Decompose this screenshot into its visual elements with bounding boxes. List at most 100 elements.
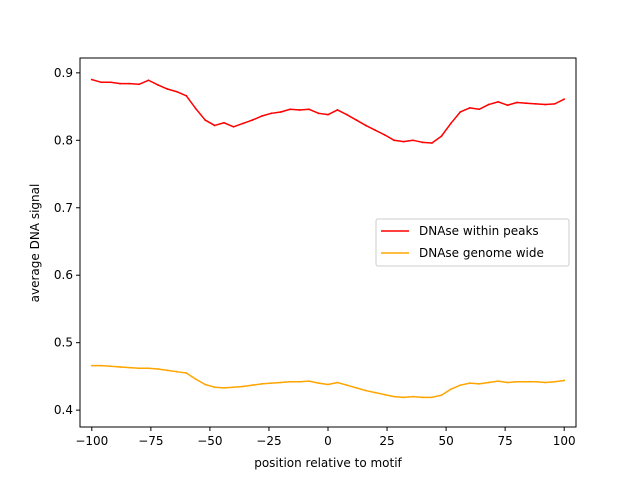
data-point — [336, 381, 339, 384]
data-point — [317, 382, 320, 385]
x-axis: −100 −75 −50 −25 0 25 50 75 100 — [75, 427, 576, 448]
data-point — [374, 391, 377, 394]
data-point — [364, 124, 367, 127]
data-point — [563, 98, 566, 101]
data-point — [251, 384, 254, 387]
y-tick-label: 0.5 — [54, 336, 73, 350]
data-point — [157, 368, 159, 370]
data-point — [157, 84, 159, 86]
data-point — [279, 381, 282, 384]
data-point — [100, 364, 103, 367]
data-point — [449, 388, 452, 391]
y-tick-label: 0.7 — [54, 201, 73, 215]
data-point — [279, 111, 282, 113]
data-point — [90, 78, 93, 81]
data-point — [223, 121, 225, 124]
data-point — [204, 119, 207, 121]
y-axis-label: average DNA signal — [28, 184, 42, 303]
data-point — [194, 378, 197, 381]
data-point — [185, 94, 188, 97]
data-point — [232, 125, 235, 128]
data-point — [242, 385, 244, 388]
data-point — [147, 79, 150, 82]
data-point — [534, 102, 537, 105]
data-point — [553, 380, 556, 383]
data-point — [90, 364, 93, 367]
data-point — [327, 383, 329, 386]
data-point — [109, 365, 112, 368]
data-point — [374, 129, 377, 132]
data-point — [289, 380, 292, 383]
data-point — [223, 386, 225, 389]
x-tick-label: 0 — [324, 434, 332, 448]
data-point — [383, 134, 386, 136]
data-point — [317, 112, 320, 115]
data-point — [270, 112, 273, 115]
data-point — [355, 386, 358, 389]
data-point — [213, 386, 216, 389]
data-point — [260, 382, 263, 385]
data-point — [431, 396, 433, 399]
data-point — [459, 111, 462, 113]
y-tick-label: 0.4 — [54, 403, 73, 417]
data-point — [128, 366, 131, 369]
data-point — [525, 380, 528, 383]
data-point — [468, 382, 471, 385]
x-tick-label: 75 — [498, 434, 513, 448]
data-point — [544, 103, 547, 106]
x-tick-label: 100 — [553, 434, 576, 448]
data-point — [421, 396, 424, 399]
data-point — [251, 119, 254, 121]
data-point — [431, 142, 433, 144]
data-point — [128, 82, 131, 85]
data-point — [544, 381, 547, 384]
data-point — [270, 382, 273, 385]
data-point — [100, 81, 103, 84]
data-point — [478, 382, 481, 385]
data-point — [440, 135, 443, 138]
data-point — [242, 122, 244, 125]
data-point — [402, 396, 405, 399]
data-point — [194, 107, 197, 110]
x-tick-label: 50 — [438, 434, 453, 448]
data-point — [336, 109, 339, 111]
x-tick-label: −25 — [256, 434, 281, 448]
data-point — [345, 384, 348, 387]
data-point — [449, 122, 452, 125]
data-point — [516, 380, 518, 383]
data-point — [553, 102, 556, 105]
data-point — [402, 140, 405, 143]
data-point — [421, 141, 424, 144]
data-point — [412, 395, 414, 398]
legend-box — [375, 218, 570, 267]
data-point — [412, 139, 414, 142]
data-point — [364, 389, 367, 392]
x-tick-label: −75 — [138, 434, 163, 448]
data-point — [563, 379, 566, 382]
data-point — [213, 124, 216, 127]
data-point — [468, 107, 471, 109]
data-point — [175, 370, 178, 373]
data-point — [175, 90, 178, 93]
data-point — [516, 101, 518, 104]
legend-label-genome-wide: DNAse genome wide — [419, 246, 544, 260]
data-point — [506, 381, 509, 384]
data-point — [308, 108, 311, 111]
x-axis-label: position relative to motif — [254, 456, 402, 470]
y-tick-label: 0.8 — [54, 133, 73, 147]
data-point — [345, 113, 348, 116]
data-point — [478, 108, 481, 111]
data-point — [298, 109, 301, 111]
data-point — [393, 395, 396, 398]
data-point — [383, 393, 386, 396]
y-tick-label: 0.9 — [54, 66, 73, 80]
y-axis: 0.4 0.5 0.6 0.7 0.8 0.9 — [54, 66, 80, 417]
data-point — [355, 119, 358, 121]
data-point — [298, 380, 301, 383]
data-point — [166, 369, 169, 372]
data-point — [393, 139, 396, 142]
data-point — [138, 83, 140, 86]
data-point — [497, 380, 499, 383]
data-point — [459, 384, 462, 387]
